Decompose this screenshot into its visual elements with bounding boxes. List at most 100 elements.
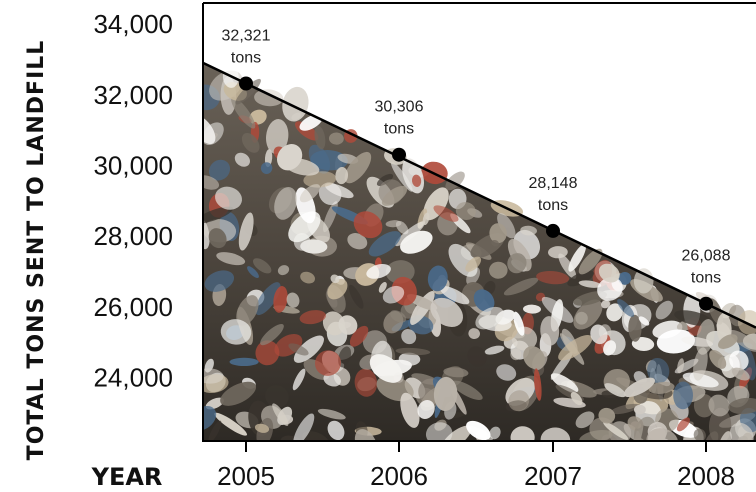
x-axis-label: YEAR: [91, 463, 163, 491]
trash-piece: [203, 206, 234, 224]
trash-piece: [536, 270, 570, 285]
data-label-value: 28,148: [529, 175, 578, 192]
trash-piece: [378, 281, 387, 293]
trash-piece: [656, 329, 696, 354]
trash-piece: [266, 119, 289, 154]
trash-piece: [322, 311, 345, 336]
trash-piece: [558, 335, 593, 361]
trash-piece: [344, 151, 372, 184]
trash-piece: [300, 239, 328, 254]
trash-piece: [682, 372, 719, 388]
trash-piece: [338, 346, 352, 368]
trash-piece: [731, 367, 750, 381]
trash-piece: [558, 253, 577, 279]
trash-piece: [451, 380, 483, 401]
trash-piece: [445, 171, 465, 191]
trash-piece: [354, 429, 378, 441]
trash-piece: [417, 400, 435, 419]
trash-piece: [513, 311, 525, 336]
trash-piece: [677, 358, 685, 374]
trash-piece: [496, 364, 517, 381]
trash-piece: [255, 340, 280, 366]
trash-piece: [323, 372, 341, 387]
x-tick-label: 2008: [677, 461, 735, 491]
y-tick-label: 26,000: [93, 292, 173, 322]
trash-piece: [422, 212, 430, 226]
x-tick-label: 2006: [370, 461, 428, 491]
trash-piece: [484, 345, 505, 355]
trash-piece: [600, 300, 611, 309]
trash-piece: [603, 340, 617, 356]
trash-piece: [682, 434, 697, 441]
trash-piece: [507, 253, 527, 274]
x-tick-label: 2005: [217, 461, 275, 491]
trash-piece: [349, 325, 369, 347]
trash-piece: [347, 233, 368, 250]
trash-piece: [381, 185, 408, 206]
trash-piece: [401, 329, 417, 345]
trash-piece: [503, 277, 539, 296]
trash-piece: [433, 376, 458, 412]
trash-piece: [433, 205, 459, 222]
trash-piece: [590, 324, 608, 345]
trash-piece: [366, 263, 391, 279]
trash-piece: [204, 270, 235, 292]
trash-piece: [646, 428, 679, 441]
trash-piece: [598, 407, 616, 424]
trash-piece: [369, 354, 403, 383]
trash-piece: [520, 225, 537, 236]
y-tick-label: 30,000: [93, 151, 173, 181]
trash-piece: [430, 297, 463, 327]
trash-piece: [241, 132, 260, 153]
trash-piece: [693, 347, 708, 381]
trash-piece: [443, 367, 469, 378]
trash-piece: [708, 394, 730, 417]
trash-piece: [540, 427, 571, 441]
y-tick-label: 32,000: [93, 80, 173, 110]
trash-piece: [314, 350, 342, 376]
data-label-unit: tons: [538, 197, 568, 214]
trash-piece: [623, 377, 655, 398]
trash-piece: [274, 187, 298, 220]
trash-piece: [265, 385, 289, 408]
data-point: [239, 76, 253, 91]
trash-piece: [292, 368, 306, 391]
trash-piece: [314, 125, 326, 150]
data-label-unit: tons: [231, 50, 261, 67]
trash-piece: [570, 392, 583, 406]
trash-piece: [489, 223, 507, 244]
trash-piece: [676, 417, 690, 432]
trash-piece: [423, 187, 449, 221]
trash-piece: [647, 357, 670, 384]
trash-piece: [674, 310, 713, 326]
trash-piece: [618, 271, 632, 285]
trash-piece: [253, 258, 272, 274]
trash-piece: [300, 271, 315, 284]
trash-piece: [534, 368, 542, 401]
trash-piece: [354, 368, 378, 397]
trash-piece: [597, 277, 623, 301]
trash-piece: [465, 256, 482, 272]
trash-piece: [324, 183, 354, 199]
trash-piece: [709, 349, 727, 369]
trash-piece: [330, 274, 340, 284]
y-tick-label: 34,000: [93, 9, 173, 39]
trash-piece: [395, 221, 426, 247]
trash-piece: [578, 280, 602, 288]
data-label-value: 26,088: [682, 248, 731, 265]
y-tick-label: 28,000: [93, 221, 173, 251]
trash-piece: [489, 261, 508, 279]
trash-piece: [497, 213, 516, 239]
data-label-value: 32,321: [222, 28, 271, 45]
trash-piece: [511, 326, 538, 351]
trash-piece: [293, 335, 324, 363]
trash-piece: [718, 431, 732, 441]
trash-piece: [655, 300, 673, 320]
trash-piece: [628, 314, 642, 342]
trash-piece: [277, 265, 290, 276]
trash-piece: [238, 212, 254, 251]
trash-piece: [603, 421, 629, 440]
trash-piece: [737, 310, 756, 335]
trash-piece: [475, 306, 504, 330]
